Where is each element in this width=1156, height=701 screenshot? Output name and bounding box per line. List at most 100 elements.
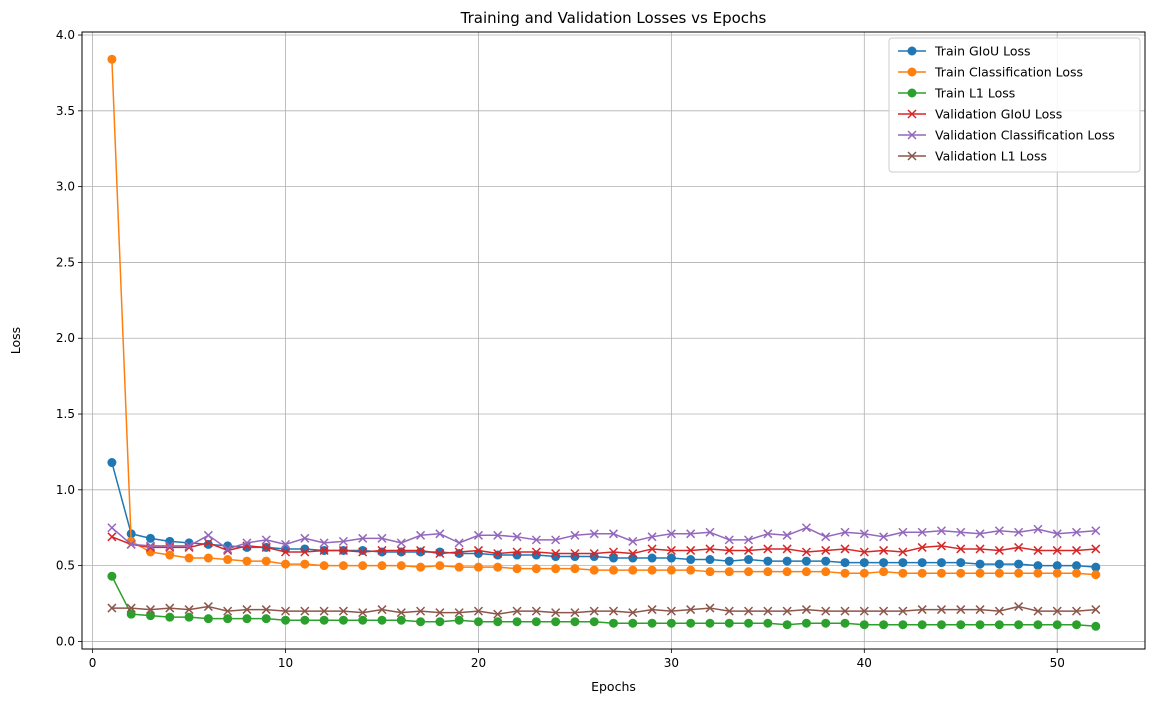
data-point [551, 535, 561, 545]
data-point [1033, 524, 1043, 534]
data-point [435, 608, 445, 618]
data-point [1052, 529, 1062, 539]
x-tick-label: 20 [471, 656, 486, 670]
series-3 [107, 571, 1101, 631]
data-point [473, 617, 483, 627]
data-point [879, 545, 889, 555]
data-point [203, 614, 213, 624]
data-point [473, 545, 483, 555]
data-point [454, 548, 464, 558]
y-tick-label: 0.0 [56, 634, 75, 648]
data-point [975, 529, 985, 539]
data-point [435, 561, 445, 571]
data-point [782, 544, 792, 554]
data-point [319, 561, 329, 571]
data-point [126, 539, 136, 549]
data-point [744, 555, 754, 565]
data-point [1014, 527, 1024, 537]
data-point [609, 618, 618, 628]
data-point [898, 568, 908, 578]
data-point [666, 553, 676, 563]
data-point [724, 567, 734, 577]
data-point [956, 527, 966, 537]
data-point [1091, 544, 1101, 554]
data-point [744, 535, 754, 545]
data-point [570, 530, 580, 540]
data-point [416, 545, 426, 555]
data-point [281, 547, 291, 557]
data-point [358, 561, 368, 571]
data-point [628, 565, 638, 575]
data-point [686, 545, 696, 555]
data-point [454, 615, 464, 625]
series-line [111, 605, 1096, 615]
data-point [705, 618, 715, 628]
legend-marker [907, 88, 917, 98]
y-tick-label: 4.0 [56, 28, 75, 42]
legend: Train GIoU Loss Train Classification Loss… [888, 37, 1141, 173]
data-point [165, 550, 175, 560]
data-point [454, 538, 464, 548]
data-point [416, 547, 426, 557]
data-point [107, 571, 117, 581]
data-point [782, 556, 792, 566]
data-point [551, 548, 561, 559]
data-point [184, 605, 194, 615]
data-point [203, 530, 213, 540]
data-point [396, 545, 406, 555]
data-point [454, 608, 464, 618]
x-axis-ticks: 0 10 20 30 40 50 [89, 649, 1065, 670]
grid [82, 32, 1145, 649]
data-point [1072, 568, 1082, 578]
data-point [145, 533, 155, 543]
data-point [512, 547, 522, 557]
legend-label: Train GIoU Loss [934, 44, 1031, 59]
data-point [686, 618, 696, 628]
data-point [1033, 545, 1043, 555]
data-point [1091, 621, 1101, 631]
data-point [223, 555, 233, 565]
data-point [281, 606, 291, 616]
data-point [512, 564, 522, 574]
data-point [975, 605, 985, 615]
data-point [859, 547, 869, 557]
data-point [936, 568, 946, 578]
data-point [936, 605, 946, 615]
data-point [994, 559, 1004, 569]
y-tick-label: 2.0 [56, 331, 75, 345]
data-point [898, 620, 908, 630]
data-point [145, 541, 156, 551]
data-point [609, 553, 618, 563]
data-point [396, 561, 406, 571]
data-point [319, 545, 329, 555]
series-line [111, 575, 1096, 628]
data-point [145, 605, 156, 615]
data-point [801, 605, 811, 615]
data-point [1072, 561, 1082, 571]
data-point [859, 606, 869, 616]
data-point [396, 538, 406, 548]
data-point [686, 555, 696, 565]
y-axis-label: Loss [8, 327, 23, 354]
data-point [1071, 527, 1082, 537]
data-point [1033, 620, 1043, 630]
data-point [744, 545, 754, 555]
data-point [261, 605, 271, 615]
data-point [242, 605, 252, 615]
data-point [917, 542, 927, 552]
data-point [724, 545, 734, 555]
x-tick-label: 0 [89, 656, 97, 670]
data-point [801, 523, 811, 533]
data-point [358, 615, 368, 625]
data-point [1052, 620, 1062, 630]
x-tick-label: 50 [1050, 656, 1065, 670]
data-point [242, 538, 252, 548]
data-point [281, 615, 291, 625]
data-point [666, 618, 676, 628]
data-point [763, 556, 773, 566]
data-point [763, 567, 773, 577]
data-point [647, 618, 657, 628]
data-point [454, 562, 464, 572]
data-point [184, 541, 194, 551]
